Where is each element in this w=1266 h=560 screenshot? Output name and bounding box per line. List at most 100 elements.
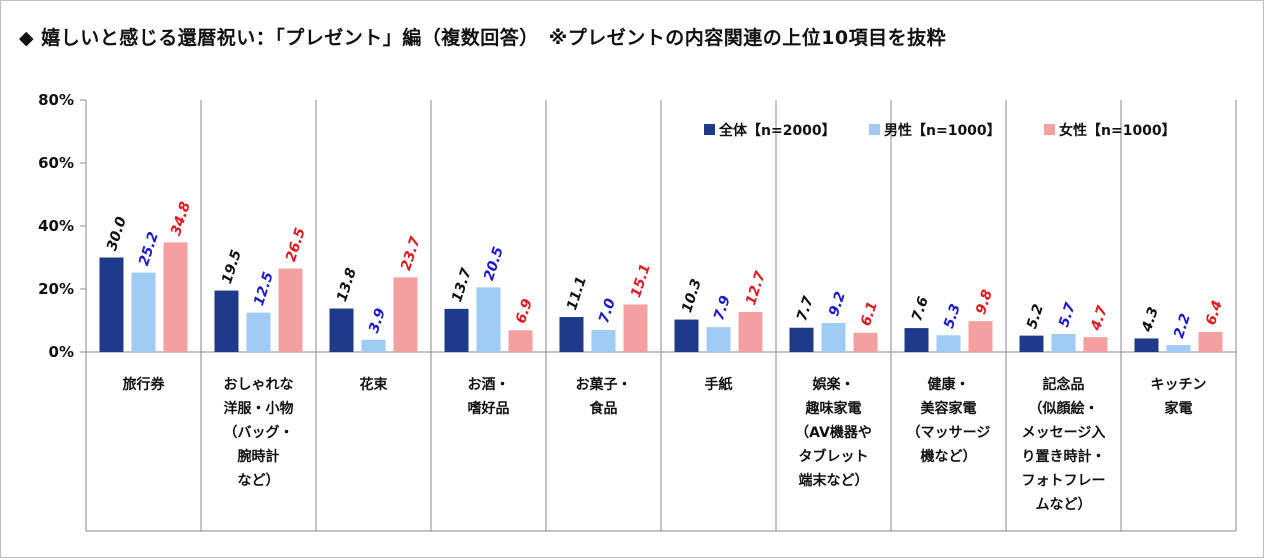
category-label: 洋服・小物 xyxy=(224,400,294,417)
category-label: り置き時計・ xyxy=(1022,448,1106,465)
bar-female xyxy=(393,277,418,352)
bar-male xyxy=(476,287,501,352)
category-label: タブレット xyxy=(799,448,869,465)
bar-male xyxy=(936,335,961,352)
data-label-all: 4.3 xyxy=(1139,305,1162,334)
data-label-female: 26.5 xyxy=(283,226,309,264)
category-label: （マッサージ xyxy=(907,425,991,441)
bar-female xyxy=(163,242,188,352)
category-label: キッチン xyxy=(1151,377,1207,393)
bar-female xyxy=(1083,337,1108,352)
data-label-female: 12.7 xyxy=(743,269,769,307)
category-label: （AV機器や xyxy=(795,424,872,441)
bar-all xyxy=(559,317,584,352)
data-label-male: 5.7 xyxy=(1056,301,1079,330)
legend-label-male: 男性【n=1000】 xyxy=(884,122,1001,139)
bar-all xyxy=(1019,335,1044,352)
category-label: 嗜好品 xyxy=(468,400,510,417)
category-label: など） xyxy=(238,473,280,489)
bar-female xyxy=(508,330,533,352)
legend-swatch-female xyxy=(1044,124,1055,135)
category-label: （バッグ・ xyxy=(224,424,294,441)
data-label-female: 6.4 xyxy=(1203,299,1226,328)
category-label: ムなど） xyxy=(1036,497,1092,513)
data-label-male: 25.2 xyxy=(136,230,162,268)
data-label-female: 15.1 xyxy=(628,262,654,300)
legend-swatch-all xyxy=(704,124,715,135)
category-label: 腕時計 xyxy=(238,448,280,465)
data-label-all: 5.2 xyxy=(1024,302,1047,331)
data-label-all: 30.0 xyxy=(104,215,130,253)
data-label-male: 12.5 xyxy=(251,270,277,308)
bar-male xyxy=(821,323,846,352)
data-label-female: 6.9 xyxy=(513,297,536,326)
category-label: おしゃれな xyxy=(224,377,294,393)
category-label: 家電 xyxy=(1165,400,1193,417)
legend-label-female: 女性【n=1000】 xyxy=(1059,122,1176,139)
bar-male xyxy=(1166,345,1191,352)
category-label: 端末など） xyxy=(799,472,869,489)
bar-female xyxy=(738,311,763,352)
category-label: 機など） xyxy=(921,448,977,465)
category-label: （似顔絵・ xyxy=(1029,400,1099,417)
category-label: 健康・ xyxy=(928,376,970,393)
y-tick-label: 40% xyxy=(38,217,74,235)
category-label: 記念品 xyxy=(1043,376,1085,393)
data-label-all: 7.6 xyxy=(909,295,932,324)
bar-all xyxy=(99,257,124,352)
bar-all xyxy=(444,308,469,352)
category-label: お酒・ xyxy=(468,377,510,393)
data-label-male: 5.3 xyxy=(941,302,964,331)
data-label-male: 9.2 xyxy=(826,290,849,319)
y-tick-label: 0% xyxy=(49,343,74,361)
data-label-female: 23.7 xyxy=(398,235,424,273)
data-label-male: 20.5 xyxy=(481,245,507,283)
data-label-all: 19.5 xyxy=(219,248,245,286)
bar-female xyxy=(1198,331,1223,352)
bar-male xyxy=(591,329,616,352)
bar-male xyxy=(131,272,156,352)
category-label: 娯楽・ xyxy=(813,376,855,393)
bar-male xyxy=(706,327,731,352)
bar-male xyxy=(361,339,386,352)
bar-all xyxy=(1134,338,1159,352)
data-label-male: 7.0 xyxy=(596,296,619,325)
data-label-female: 4.7 xyxy=(1088,304,1111,334)
category-label: 花束 xyxy=(360,376,389,393)
data-label-male: 3.9 xyxy=(366,306,389,335)
y-tick-label: 20% xyxy=(38,280,74,298)
data-label-all: 10.3 xyxy=(679,277,705,315)
bar-female xyxy=(968,321,993,352)
bar-all xyxy=(904,328,929,352)
data-label-female: 6.1 xyxy=(858,299,881,328)
bar-all xyxy=(214,290,239,352)
bar-all xyxy=(674,319,699,352)
category-label: 美容家電 xyxy=(921,400,977,417)
category-label: お菓子・ xyxy=(576,376,632,393)
y-tick-label: 60% xyxy=(38,154,74,172)
legend-label-all: 全体【n=2000】 xyxy=(718,122,836,139)
data-label-female: 34.8 xyxy=(168,200,194,238)
category-label: フォトフレー xyxy=(1022,473,1106,489)
data-label-all: 11.1 xyxy=(564,274,590,312)
chart-title: ◆ 嬉しいと感じる還暦祝い：「プレゼント」編（複数回答） ※プレゼントの内容関連… xyxy=(19,27,947,49)
bar-male xyxy=(1051,334,1076,352)
category-label: 趣味家電 xyxy=(805,400,862,417)
data-label-male: 2.2 xyxy=(1171,312,1194,341)
bar-female xyxy=(853,332,878,352)
data-label-male: 7.9 xyxy=(711,294,734,323)
bar-all xyxy=(329,308,354,352)
bar-all xyxy=(789,327,814,352)
category-label: 食品 xyxy=(590,400,618,417)
y-tick-label: 80% xyxy=(38,91,74,109)
category-label: 手紙 xyxy=(705,376,733,393)
data-label-all: 13.7 xyxy=(449,266,475,304)
category-label: メッセージ入 xyxy=(1022,425,1106,441)
data-label-female: 9.8 xyxy=(973,288,996,317)
data-label-all: 13.8 xyxy=(334,266,360,304)
bar-female xyxy=(278,268,303,352)
data-label-all: 7.7 xyxy=(794,294,817,323)
bar-male xyxy=(246,312,271,352)
category-label: 旅行券 xyxy=(123,376,166,393)
